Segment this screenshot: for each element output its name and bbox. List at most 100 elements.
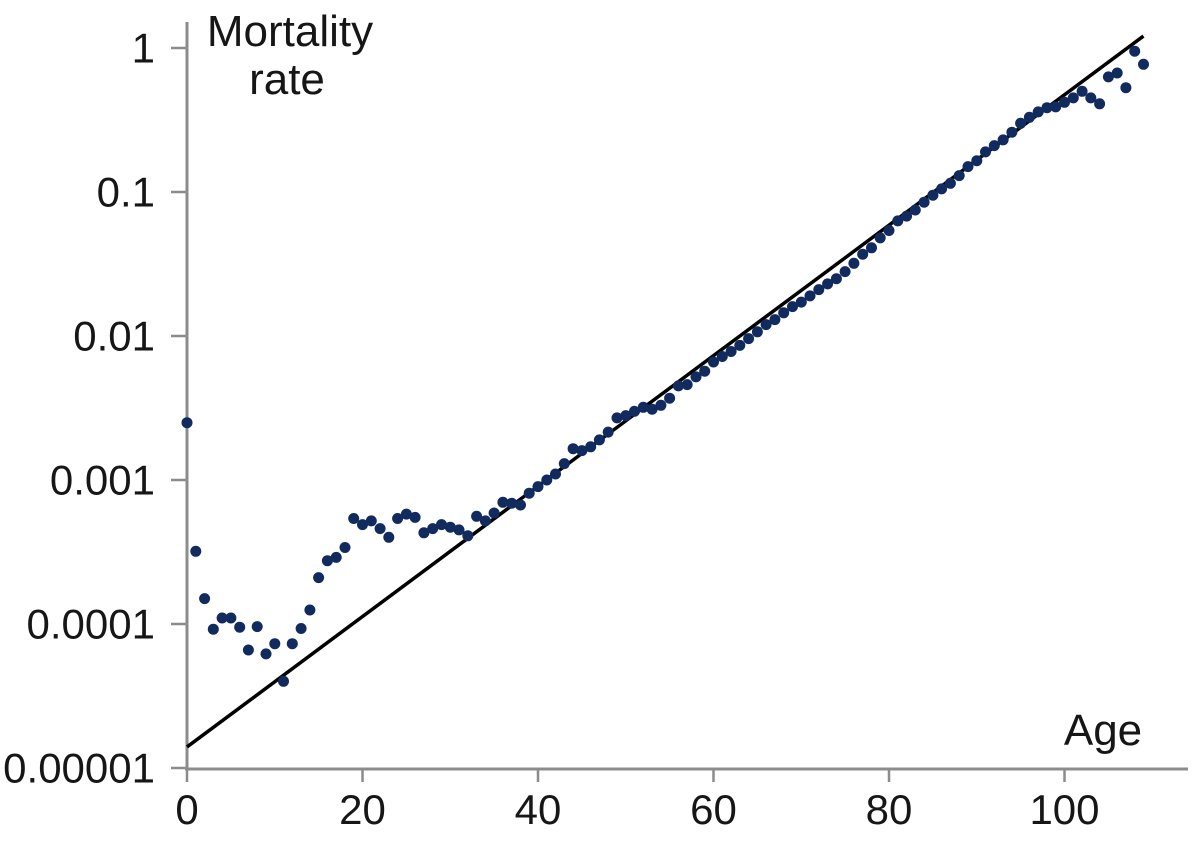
x-tick-label: 80 [866,786,913,833]
data-point [716,351,728,362]
data-point [1094,98,1106,110]
data-point [936,183,948,195]
x-tick-label: 40 [515,786,562,833]
data-point [787,301,798,313]
data-point [751,326,763,338]
x-tick-label: 60 [690,786,737,833]
data-point [348,513,360,524]
data-point [479,515,491,527]
data-point [541,474,553,486]
x-tick-label: 100 [1029,786,1099,833]
data-point [708,356,719,368]
data-point [313,572,325,584]
chart-title-line1: Mortality [207,7,373,56]
data-point [760,319,772,331]
data-point [980,146,991,158]
data-point [778,307,790,319]
data-point [1067,92,1079,104]
data-point [1111,67,1123,79]
data-point [681,379,693,391]
data-point [804,290,816,302]
data-point [822,278,834,290]
y-tick-label: 0.0001 [27,601,155,648]
data-point [418,527,430,539]
data-point [488,507,500,519]
y-tick-label: 1 [132,25,155,72]
data-point [1129,45,1141,57]
data-point [199,593,211,605]
data-point [988,140,1000,152]
data-point [436,519,447,531]
scatter-points-group [181,45,1149,687]
data-point [304,604,316,616]
axes-group [185,22,1188,771]
x-tick-label: 20 [339,786,386,833]
y-tick-label: 0.00001 [3,745,155,792]
data-point [251,621,263,633]
data-point [664,392,676,404]
data-point [242,644,254,656]
data-point [593,434,605,446]
data-point [725,346,737,357]
data-point [216,612,228,624]
x-axis-title: Age [1064,706,1142,755]
data-point [1015,117,1027,129]
data-point [1006,126,1018,138]
data-point [813,284,825,296]
data-point [523,487,535,499]
data-point [962,161,974,173]
data-point [207,623,219,635]
ticks-group [171,46,1066,782]
data-point [427,523,439,535]
data-point [620,410,632,422]
data-point [365,515,377,527]
data-point [181,417,193,429]
data-point [1076,85,1088,97]
data-point [576,445,588,457]
data-point [769,314,781,326]
data-point [321,555,333,567]
data-point [1059,96,1070,108]
data-point [690,371,702,383]
data-point [857,248,869,260]
data-point [234,621,246,633]
data-point [629,405,640,417]
data-point [743,333,755,345]
data-point [1120,82,1132,94]
data-point [550,468,561,480]
data-point [339,542,351,553]
data-point [383,531,395,543]
data-point [585,441,597,453]
data-point [269,638,281,650]
data-point [409,511,421,523]
data-point [1032,106,1044,118]
data-point [611,412,623,424]
data-point [953,170,965,182]
data-point [1138,58,1149,70]
data-point [286,638,298,650]
data-point [567,443,579,455]
data-point [866,242,877,254]
data-point [874,232,886,244]
data-point [260,648,272,660]
chart-title-line2: rate [249,55,325,104]
data-point [699,365,711,377]
data-point [734,339,746,351]
data-point [506,497,518,509]
data-point [1041,102,1053,114]
data-point [918,196,930,208]
data-point [944,177,956,189]
y-tick-label: 0.1 [97,169,155,216]
data-point [883,225,895,236]
data-point [278,675,289,687]
data-point [971,155,983,167]
data-point [655,399,667,411]
data-point [997,134,1009,146]
data-point [471,510,483,522]
y-tick-label: 0.01 [73,313,155,360]
data-point [672,380,684,392]
data-point [444,521,456,533]
data-point [515,499,526,511]
data-point [1023,111,1035,123]
data-point [532,481,544,493]
